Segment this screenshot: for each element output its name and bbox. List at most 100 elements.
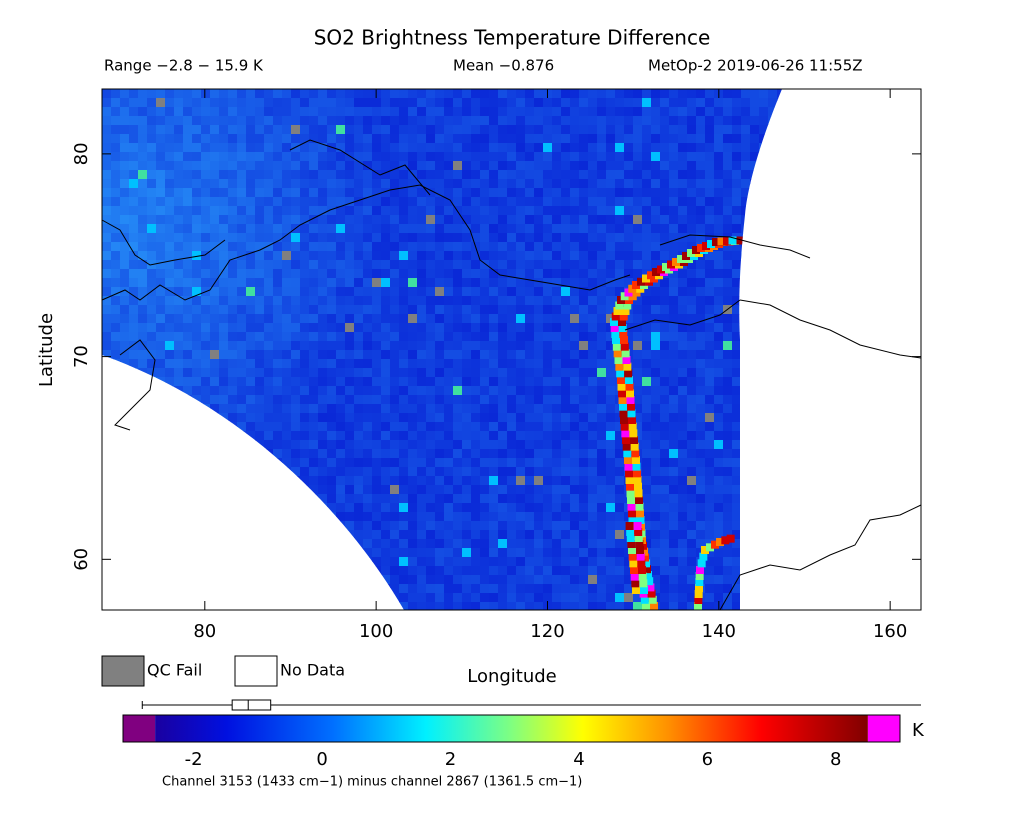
pixel (210, 368, 220, 378)
pixel (237, 269, 247, 279)
pixel (111, 269, 121, 279)
pixel (174, 206, 184, 216)
pixel (354, 125, 364, 135)
pixel (588, 593, 598, 603)
pixel (489, 440, 499, 450)
pixel (516, 575, 526, 585)
pixel (660, 593, 670, 603)
pixel (660, 296, 670, 306)
pixel (615, 539, 625, 549)
pixel (732, 161, 742, 171)
pixel (183, 404, 193, 414)
pixel (255, 278, 265, 288)
pixel (210, 323, 220, 333)
pixel (516, 368, 526, 378)
pixel (309, 278, 319, 288)
pixel (741, 377, 751, 387)
pixel (507, 260, 517, 270)
pixel (498, 233, 508, 243)
pixel (687, 143, 697, 153)
pixel (201, 134, 211, 144)
pixel (444, 269, 454, 279)
coastline (719, 504, 922, 611)
pixel (417, 368, 427, 378)
pixel (642, 242, 652, 252)
pixel (723, 350, 733, 360)
pixel (480, 341, 490, 351)
pixel (246, 305, 256, 315)
pixel (453, 152, 463, 162)
pixel (579, 521, 589, 531)
pixel (606, 179, 616, 189)
pixel (282, 215, 292, 225)
pixel (444, 449, 454, 459)
pixel (300, 224, 310, 234)
pixel (255, 224, 265, 234)
pixel (174, 566, 184, 576)
pixel (309, 503, 319, 513)
pixel (561, 413, 571, 423)
pixel (516, 413, 526, 423)
pixel (372, 377, 382, 387)
pixel (705, 602, 715, 610)
pixel (291, 161, 301, 171)
plume-pixel (650, 602, 658, 610)
pixel (138, 314, 148, 324)
pixel (453, 494, 463, 504)
pixel (426, 206, 436, 216)
pixel (480, 170, 490, 180)
pixel (462, 377, 472, 387)
pixel (192, 251, 202, 261)
pixel (111, 116, 121, 126)
pixel (192, 143, 202, 153)
pixel (192, 593, 202, 603)
pixel (120, 323, 130, 333)
pixel (741, 314, 751, 324)
pixel (714, 503, 724, 513)
pixel (579, 215, 589, 225)
pixel (372, 296, 382, 306)
pixel (588, 269, 598, 279)
pixel (300, 116, 310, 126)
pixel (219, 197, 229, 207)
pixel (372, 251, 382, 261)
pixel (363, 386, 373, 396)
pixel (381, 287, 391, 297)
pixel (777, 350, 782, 360)
pixel (561, 242, 571, 252)
pixel (390, 476, 400, 486)
pixel (246, 296, 256, 306)
pixel (102, 368, 112, 378)
pixel (561, 386, 571, 396)
pixel (363, 557, 373, 567)
pixel (120, 584, 130, 594)
plume-pixel (620, 336, 628, 344)
pixel (525, 152, 535, 162)
pixel (786, 98, 796, 108)
pixel (471, 593, 481, 603)
pixel (624, 233, 634, 243)
pixel (570, 116, 580, 126)
plume-pixel (667, 260, 675, 269)
pixel (705, 98, 715, 108)
pixel (750, 413, 760, 423)
pixel (543, 188, 553, 198)
pixel (399, 494, 409, 504)
pixel (129, 413, 139, 423)
pixel (714, 458, 724, 468)
pixel (354, 98, 364, 108)
pixel (777, 206, 782, 216)
pixel (390, 260, 400, 270)
pixel (264, 413, 274, 423)
pixel (327, 224, 337, 234)
pixel (525, 359, 535, 369)
pixel (264, 287, 274, 297)
pixel (579, 485, 589, 495)
pixel (777, 584, 782, 594)
pixel (336, 512, 346, 522)
pixel (201, 584, 211, 594)
pixel (345, 593, 355, 603)
pixel (525, 539, 535, 549)
pixel (120, 179, 130, 189)
pixel (228, 476, 238, 486)
